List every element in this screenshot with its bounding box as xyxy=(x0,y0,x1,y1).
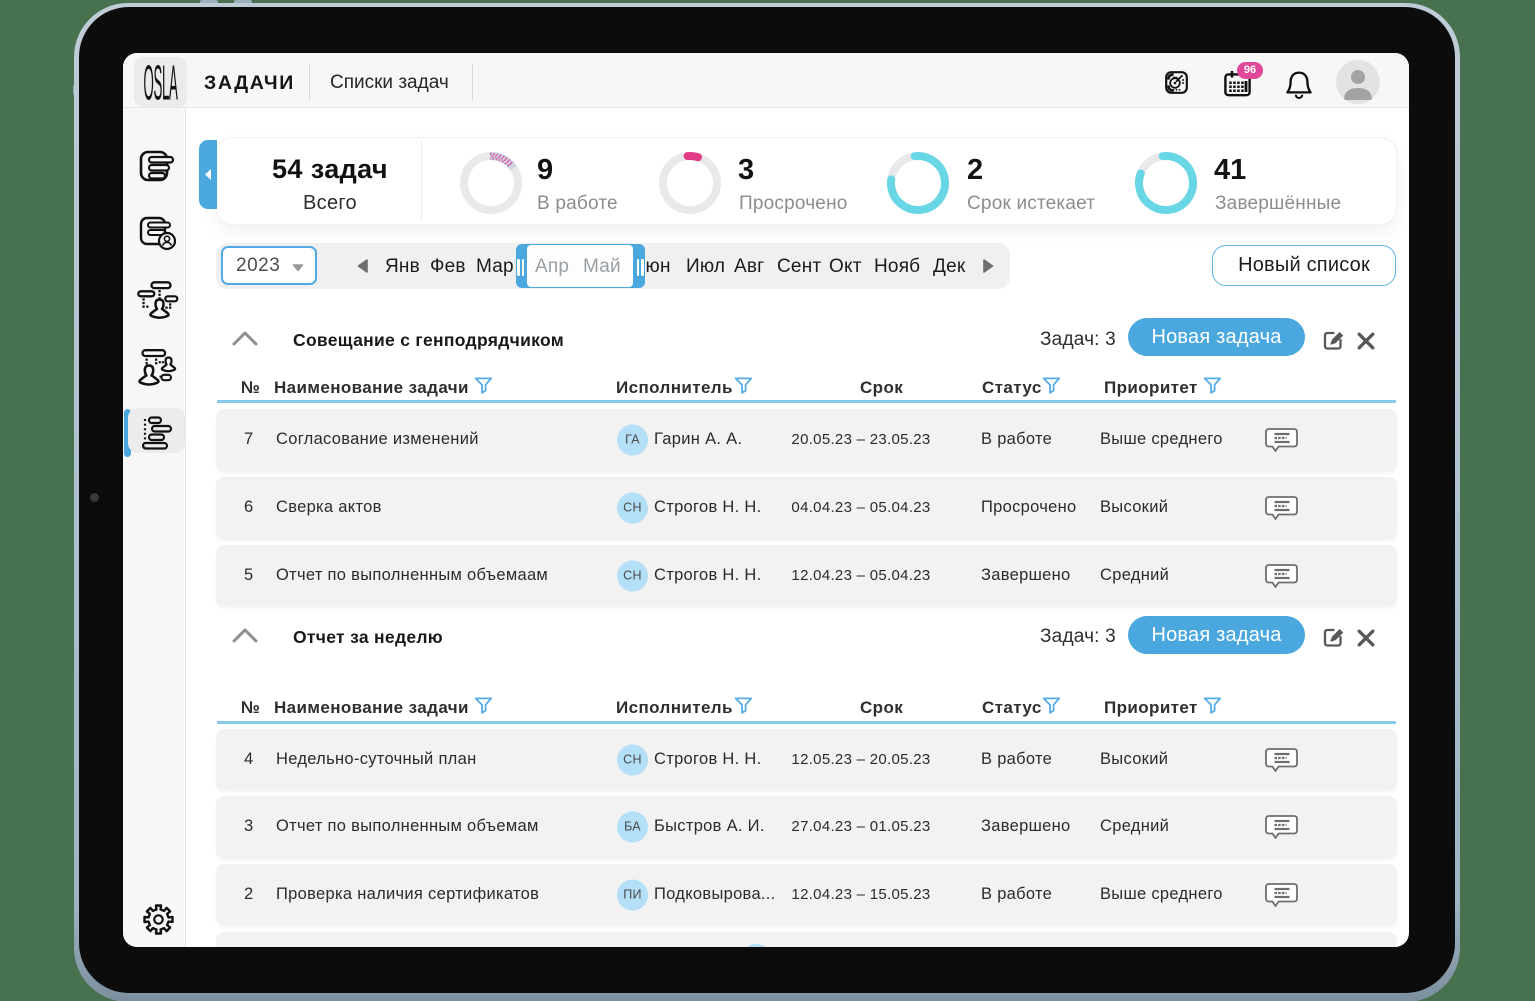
svg-text:OSLA: OSLA xyxy=(143,57,177,107)
